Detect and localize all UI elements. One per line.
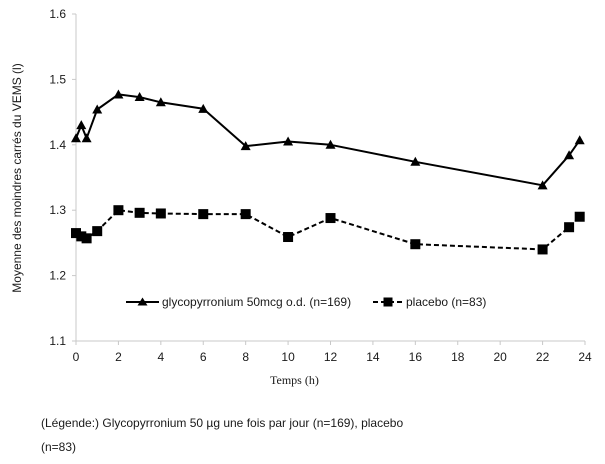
x-tick-label: 16 [409,350,423,364]
x-tick-label: 0 [73,350,80,364]
data-point-triangle [155,97,166,107]
data-point-square [81,233,92,244]
x-tick-label: 24 [578,350,592,364]
data-point-triangle [240,141,251,151]
series-group [71,89,585,255]
data-point-triangle [134,92,145,102]
data-point-triangle [81,133,92,143]
data-point-square [240,209,251,220]
legend-label-placebo: placebo (n=83) [406,295,486,309]
legend-label-glycopyrronium: glycopyrronium 50mcg o.d. (n=169) [162,295,351,309]
data-point-triangle [410,156,421,166]
data-point-square [76,231,87,242]
data-point-triangle [325,139,336,149]
data-point-triangle [537,180,548,190]
data-point-square [283,232,294,243]
series-placebo [71,205,585,255]
data-point-square [198,209,209,220]
y-tick-label: 1.3 [49,203,66,217]
data-point-triangle [574,135,585,145]
x-tick-label: 8 [242,350,249,364]
legend-marker-triangle-icon [137,297,148,306]
y-tick-label: 1.2 [49,269,66,283]
data-point-triangle [564,150,575,160]
x-tick-label: 20 [493,350,507,364]
data-point-triangle [92,104,103,114]
x-tick-label: 18 [451,350,465,364]
x-tick-label: 4 [157,350,164,364]
data-point-square [574,211,585,222]
data-point-square [410,239,421,250]
figure-caption: (Légende:) Glycopyrronium 50 µg une fois… [41,411,481,459]
x-tick-label: 2 [115,350,122,364]
y-tick-label: 1.5 [49,72,66,86]
data-point-square [113,205,124,216]
y-tick-label: 1.4 [49,138,66,152]
data-point-triangle [76,120,87,130]
series-glycopyrronium [71,89,585,190]
data-point-square [92,226,103,237]
series-line [75,93,581,187]
caption-line-1: (Légende:) Glycopyrronium 50 µg une fois… [41,416,404,430]
x-tick-label: 12 [324,350,338,364]
data-point-square [325,213,336,224]
legend-marker-square-icon [383,297,393,307]
data-point-square [537,244,548,255]
y-axis-label: Moyenne des moindres carrés du VEMS (l) [10,63,24,292]
x-tick-label: 10 [281,350,295,364]
data-point-square [155,208,166,219]
x-tick-label: 14 [366,350,380,364]
x-axis-label: Temps (h) [270,373,319,387]
data-point-triangle [71,133,81,143]
x-tick-label: 22 [536,350,550,364]
legend: glycopyrronium 50mcg o.d. (n=169) placeb… [126,295,486,309]
x-ticks: 0 2 4 6 8 10 12 14 16 18 20 22 24 [73,341,592,364]
y-tick-label: 1.6 [49,7,66,21]
chart: 1.11.21.31.41.51.6 0 2 4 6 8 10 12 14 16 18 20 22 24… [10,7,592,387]
y-ticks: 1.1 1.2 1.3 1.4 1.5 1.6 [49,7,76,348]
x-tick-label: 6 [200,350,207,364]
data-point-square [134,207,145,218]
axes [75,14,585,342]
data-point-square [564,222,575,233]
data-point-triangle [198,103,209,113]
y-tick-label: 1.1 [49,334,66,348]
caption-line-2: (n=83) [41,440,77,454]
data-point-square [71,228,81,239]
data-point-triangle [283,136,294,146]
data-point-triangle [113,89,124,99]
